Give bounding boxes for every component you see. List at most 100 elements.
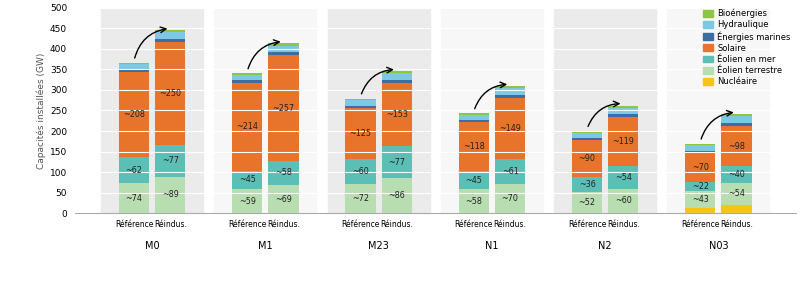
Bar bbox=[495, 159, 525, 184]
Bar bbox=[119, 63, 149, 64]
Text: ~70: ~70 bbox=[692, 163, 709, 172]
Bar bbox=[686, 153, 715, 182]
Bar bbox=[382, 178, 412, 213]
Bar bbox=[722, 126, 752, 166]
Bar bbox=[608, 166, 638, 188]
Bar bbox=[495, 184, 525, 213]
Text: ~40: ~40 bbox=[728, 170, 745, 179]
Text: ~59: ~59 bbox=[238, 197, 256, 206]
Bar bbox=[155, 39, 186, 42]
Bar bbox=[232, 170, 262, 189]
Y-axis label: Capacités installées (GW): Capacités installées (GW) bbox=[36, 52, 46, 169]
Bar bbox=[686, 208, 715, 213]
Bar bbox=[572, 138, 602, 140]
Bar bbox=[119, 183, 149, 213]
Text: ~72: ~72 bbox=[352, 194, 369, 203]
Text: ~45: ~45 bbox=[239, 175, 256, 184]
Bar bbox=[382, 83, 412, 146]
Text: ~77: ~77 bbox=[162, 156, 178, 165]
Bar bbox=[155, 42, 186, 145]
Bar bbox=[722, 114, 752, 116]
Bar bbox=[572, 133, 602, 138]
Bar bbox=[119, 157, 149, 183]
Bar bbox=[346, 106, 376, 108]
Text: ~149: ~149 bbox=[499, 124, 521, 133]
Bar bbox=[232, 83, 262, 170]
Bar bbox=[458, 171, 489, 189]
Bar bbox=[458, 120, 489, 122]
Bar bbox=[722, 123, 752, 126]
Bar bbox=[608, 118, 638, 166]
Text: ~74: ~74 bbox=[126, 194, 142, 202]
Bar bbox=[495, 95, 525, 98]
Text: M0: M0 bbox=[145, 241, 159, 251]
Bar bbox=[458, 189, 489, 213]
Text: N2: N2 bbox=[598, 241, 612, 251]
Bar bbox=[686, 191, 715, 208]
Bar bbox=[346, 159, 376, 184]
Bar bbox=[269, 185, 298, 213]
Bar bbox=[155, 30, 186, 32]
Text: ~58: ~58 bbox=[466, 197, 482, 206]
Text: ~43: ~43 bbox=[692, 195, 709, 204]
Text: M23: M23 bbox=[368, 241, 389, 251]
Bar bbox=[722, 116, 752, 123]
Text: ~62: ~62 bbox=[126, 166, 142, 175]
Bar bbox=[686, 182, 715, 191]
Bar bbox=[686, 145, 715, 151]
Bar bbox=[458, 122, 489, 171]
Text: ~153: ~153 bbox=[386, 110, 408, 119]
Text: ~60: ~60 bbox=[615, 196, 632, 205]
Text: N1: N1 bbox=[485, 241, 498, 251]
Text: ~89: ~89 bbox=[162, 190, 178, 199]
Bar bbox=[155, 177, 186, 213]
Bar bbox=[269, 55, 298, 161]
Text: ~36: ~36 bbox=[578, 180, 595, 189]
Bar bbox=[269, 161, 298, 185]
Text: N03: N03 bbox=[709, 241, 728, 251]
Bar bbox=[458, 113, 489, 115]
Text: ~119: ~119 bbox=[612, 138, 634, 146]
Bar bbox=[495, 88, 525, 95]
Bar bbox=[382, 74, 412, 80]
Text: ~70: ~70 bbox=[502, 194, 518, 203]
Bar bbox=[269, 45, 298, 52]
Bar bbox=[119, 70, 149, 72]
Bar bbox=[101, 8, 203, 213]
Bar bbox=[232, 75, 262, 80]
Text: ~125: ~125 bbox=[350, 129, 371, 138]
Bar bbox=[608, 106, 638, 108]
Bar bbox=[686, 144, 715, 145]
Text: ~54: ~54 bbox=[615, 173, 632, 182]
Text: ~118: ~118 bbox=[463, 142, 485, 151]
Bar bbox=[608, 114, 638, 118]
Bar bbox=[346, 184, 376, 213]
Text: ~257: ~257 bbox=[273, 104, 294, 113]
Text: ~45: ~45 bbox=[466, 176, 482, 185]
Text: ~61: ~61 bbox=[502, 168, 518, 176]
Bar bbox=[495, 86, 525, 88]
Bar bbox=[119, 72, 149, 157]
Bar bbox=[382, 72, 412, 74]
Text: ~58: ~58 bbox=[275, 168, 292, 178]
Bar bbox=[232, 74, 262, 75]
Text: ~214: ~214 bbox=[236, 122, 258, 131]
Text: ~54: ~54 bbox=[728, 189, 745, 198]
Bar bbox=[572, 177, 602, 192]
Bar bbox=[572, 140, 602, 177]
Bar bbox=[269, 52, 298, 55]
Bar bbox=[155, 32, 186, 39]
Bar bbox=[608, 188, 638, 213]
Bar bbox=[346, 100, 376, 106]
Bar bbox=[722, 205, 752, 213]
Text: ~208: ~208 bbox=[123, 110, 145, 119]
Bar bbox=[382, 80, 412, 83]
Text: ~22: ~22 bbox=[692, 182, 709, 191]
Text: ~52: ~52 bbox=[578, 198, 595, 207]
Bar bbox=[495, 98, 525, 159]
Text: ~77: ~77 bbox=[388, 158, 406, 166]
Bar bbox=[441, 8, 543, 213]
Text: ~69: ~69 bbox=[275, 194, 292, 204]
Bar bbox=[608, 108, 638, 114]
Bar bbox=[722, 183, 752, 205]
